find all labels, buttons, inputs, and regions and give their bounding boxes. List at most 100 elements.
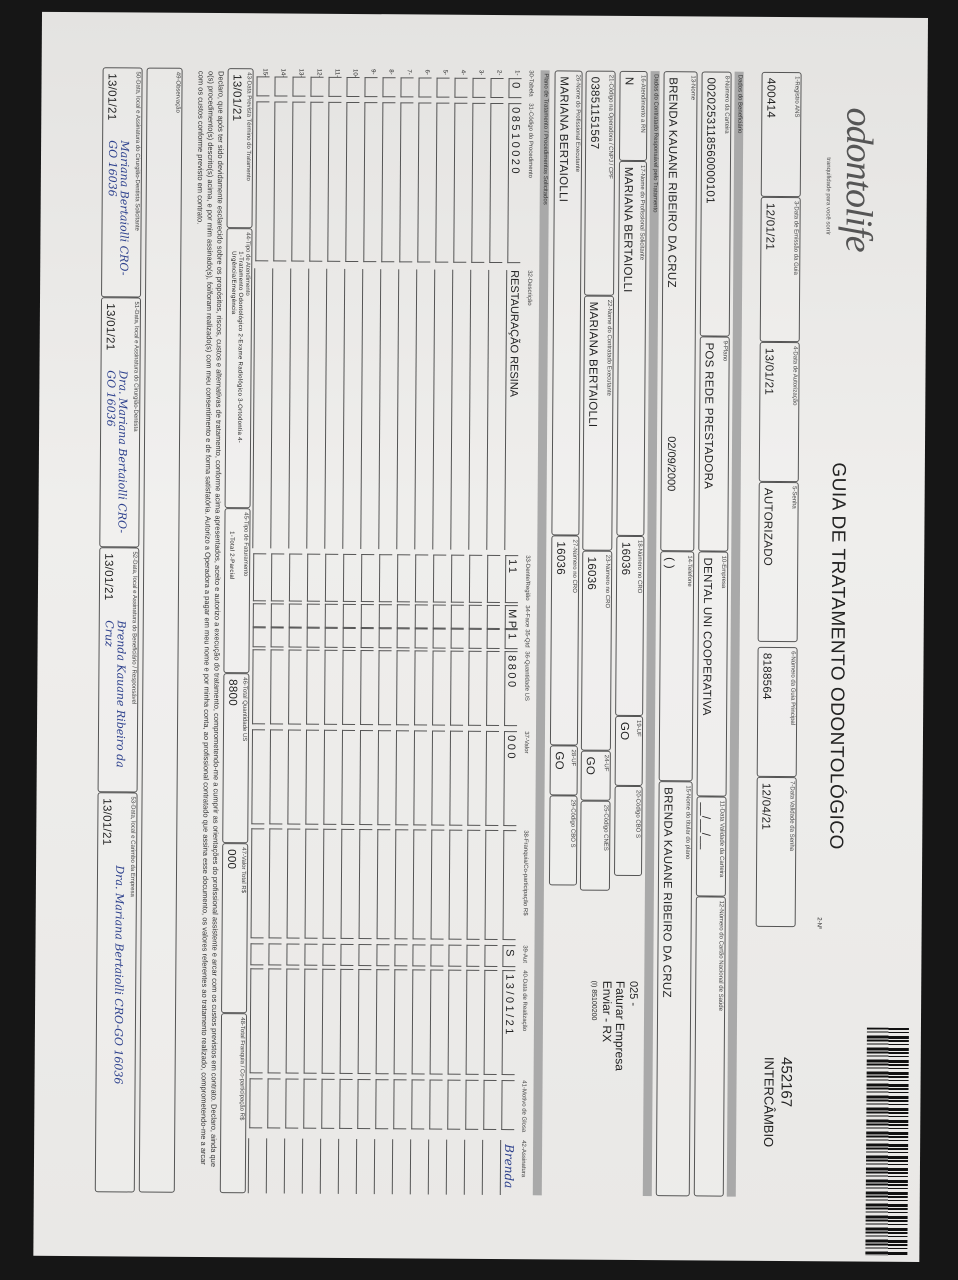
field-row4-1[interactable]: 17-Nome do Profissional Solicitante MARIA… — [616, 160, 647, 537]
cell-qtd[interactable] — [432, 628, 446, 649]
cell-codigo[interactable] — [309, 101, 324, 262]
field-row2-0[interactable]: 8-Número da Carteira 0020253118560000101 — [699, 71, 732, 337]
cell-tabela[interactable] — [400, 77, 414, 98]
cell-valor[interactable] — [431, 730, 446, 826]
cell-face[interactable] — [378, 604, 392, 629]
cell-qtd[interactable] — [468, 628, 482, 649]
field-row4-0[interactable]: 16-Atendimento a RN N — [618, 70, 648, 162]
cell-dente[interactable] — [378, 554, 393, 603]
field-row3-1[interactable]: 14-Telefone ( ) — [658, 551, 695, 782]
cell-codigo[interactable] — [435, 102, 450, 263]
cell-face[interactable] — [396, 604, 410, 629]
cell-qtd_us[interactable] — [432, 650, 446, 726]
cell-data[interactable] — [303, 968, 318, 1074]
cell-dente[interactable] — [450, 554, 465, 603]
signature-field-2[interactable]: 52-Data, local e Assinatura do Beneficiá… — [97, 547, 140, 793]
field-row5-3[interactable]: 24-UF GO — [580, 750, 611, 801]
cell-codigo[interactable] — [363, 102, 378, 263]
field-row5-4[interactable]: 25-Código CNES — [579, 800, 611, 891]
cell-qtd[interactable] — [396, 628, 410, 649]
cell-valor[interactable] — [413, 730, 428, 826]
cell-tabela[interactable] — [364, 77, 378, 98]
cell-motivo[interactable] — [465, 1079, 479, 1130]
total-field-3[interactable]: 46-Total Quantidade US 8800 — [222, 673, 250, 844]
cell-franquia[interactable] — [376, 829, 391, 940]
cell-aut[interactable] — [286, 943, 300, 966]
cell-tabela[interactable] — [328, 76, 342, 97]
cell-codigo[interactable] — [255, 101, 270, 262]
total-field-5[interactable]: 48-Total Franquia / Co-participação R$ — [219, 1013, 248, 1194]
cell-face[interactable] — [324, 603, 338, 628]
cell-motivo[interactable] — [411, 1079, 425, 1130]
signature-field-3[interactable]: 53-Data, local e Carimbo da Empresa 13/01… — [94, 792, 138, 1193]
total-field-1[interactable]: 44-Tipo de Atendimento 1-Tratamento Odont… — [224, 228, 253, 509]
cell-face[interactable] — [450, 604, 464, 629]
signature-field-1[interactable]: 51-Data, local e Assinatura do Cirurgião… — [99, 297, 142, 548]
cell-face[interactable] — [270, 603, 284, 628]
cell-motivo[interactable] — [447, 1079, 461, 1130]
cell-data[interactable] — [321, 968, 336, 1074]
cell-dente[interactable] — [288, 553, 303, 602]
cell-codigo[interactable] — [381, 102, 396, 263]
cell-qtd_us[interactable] — [252, 649, 266, 725]
cell-dente[interactable] — [324, 553, 339, 602]
cell-data[interactable] — [447, 969, 462, 1075]
field-row4-4[interactable]: 20-Código CBO S — [614, 785, 643, 877]
cell-data[interactable] — [249, 968, 264, 1074]
cell-qtd[interactable] — [252, 627, 266, 648]
cell-data[interactable] — [339, 968, 354, 1075]
cell-qtd[interactable] — [288, 627, 302, 648]
cell-data[interactable] — [429, 969, 444, 1075]
cell-franquia[interactable] — [304, 828, 319, 939]
cell-motivo[interactable] — [429, 1079, 443, 1130]
cell-motivo[interactable] — [393, 1079, 407, 1130]
cell-aut[interactable] — [322, 943, 336, 966]
cell-qtd[interactable] — [342, 627, 356, 649]
cell-codigo[interactable] — [453, 102, 468, 263]
field-row3-2[interactable]: 15-Nome do titular do plano BRENDA KAUANE… — [655, 781, 693, 1197]
cell-valor[interactable] — [359, 730, 374, 826]
cell-tabela[interactable] — [292, 76, 306, 97]
cell-dente[interactable] — [342, 553, 357, 603]
cell-qtd[interactable] — [486, 628, 500, 650]
cell-dente[interactable] — [252, 553, 267, 602]
cell-qtd_us[interactable]: 8800 — [504, 651, 518, 727]
cell-motivo[interactable] — [501, 1080, 515, 1131]
cell-data[interactable] — [285, 968, 300, 1074]
cell-valor[interactable] — [251, 729, 266, 825]
cell-dente[interactable] — [396, 554, 411, 603]
cell-qtd_us[interactable] — [360, 650, 374, 726]
cell-motivo[interactable] — [303, 1078, 317, 1129]
cell-codigo[interactable] — [471, 102, 486, 263]
cell-aut[interactable] — [376, 944, 390, 967]
cell-codigo[interactable] — [489, 102, 504, 264]
field-row6-1[interactable]: 27-Número no CRO 16036 — [549, 535, 580, 746]
cell-data[interactable] — [357, 969, 372, 1075]
cell-face[interactable] — [486, 604, 500, 630]
field-row1-0[interactable]: 1-Registro ANS 400414 — [760, 71, 802, 198]
cell-franquia[interactable] — [466, 829, 481, 940]
cell-tabela[interactable] — [472, 77, 486, 98]
cell-tabela[interactable] — [454, 77, 468, 98]
cell-aut[interactable] — [466, 944, 480, 967]
field-row1-5[interactable]: 7-Data Validade da Senha 12/04/21 — [755, 776, 797, 928]
cell-aut[interactable] — [394, 944, 408, 967]
cell-franquia[interactable] — [268, 828, 283, 939]
cell-tabela[interactable] — [436, 77, 450, 98]
cell-valor[interactable] — [467, 730, 482, 826]
observation-field[interactable]: 49-Observação — [138, 67, 183, 1193]
cell-aut[interactable] — [268, 943, 282, 966]
cell-qtd[interactable] — [324, 627, 338, 648]
cell-motivo[interactable] — [375, 1079, 389, 1130]
cell-valor[interactable] — [449, 730, 464, 826]
cell-data[interactable] — [465, 969, 480, 1075]
cell-face[interactable]: MP — [504, 605, 518, 631]
cell-aut[interactable] — [304, 943, 318, 966]
cell-qtd[interactable] — [378, 628, 392, 649]
cell-qtd_us[interactable] — [396, 650, 410, 726]
cell-franquia[interactable] — [358, 829, 373, 940]
cell-data[interactable] — [267, 968, 282, 1074]
cell-codigo[interactable] — [345, 101, 360, 263]
cell-codigo[interactable] — [273, 101, 288, 262]
signature-field-0[interactable]: 50-Data, local e Assinatura do Cirurgião… — [101, 67, 143, 298]
